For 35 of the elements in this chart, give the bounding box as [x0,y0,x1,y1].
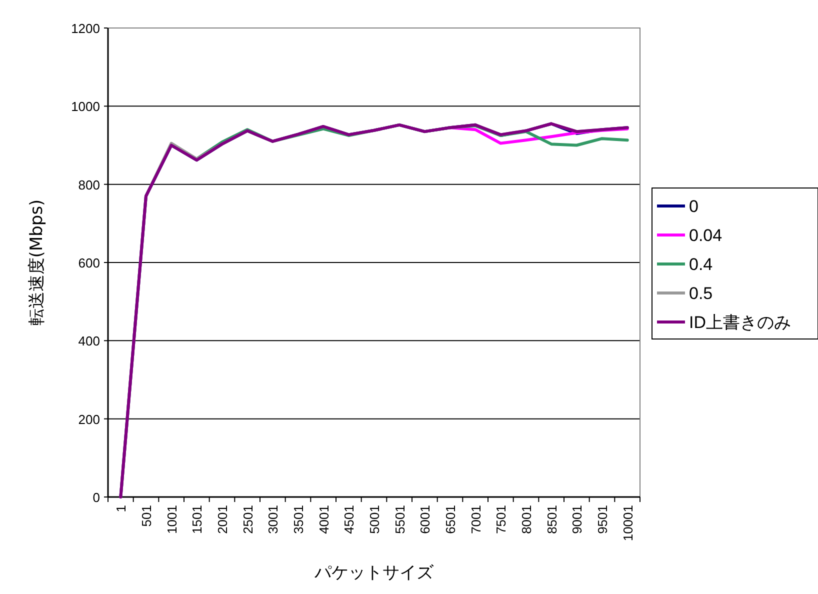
x-tick-label: 9501 [595,505,610,534]
x-tick-label: 10001 [620,505,636,542]
x-tick-label: 2501 [240,505,256,534]
x-tick-label: 6001 [418,505,433,534]
y-tick-label: 1200 [71,21,100,36]
x-tick-label: 4501 [342,505,357,534]
x-tick-label: 9001 [570,505,585,534]
legend-label: ID上書きのみ [689,313,791,332]
y-axis-title: 転送速度(Mbps) [27,199,47,326]
x-tick-label: 8501 [544,505,560,534]
x-tick-label: 2001 [215,505,230,534]
x-tick-label: 8001 [519,505,534,534]
x-tick-label: 4001 [316,505,332,534]
x-tick-label: 501 [139,505,154,527]
x-tick-label: 3501 [291,505,306,534]
x-tick-label: 1 [114,505,129,512]
x-tick-label: 6501 [443,505,458,534]
y-tick-label: 200 [78,412,100,427]
y-tick-label: 800 [78,177,100,192]
x-tick-label: 7501 [494,505,509,534]
x-tick-label: 1001 [164,505,180,534]
x-tick-label: 7001 [468,505,484,534]
y-tick-label: 1000 [71,99,100,114]
legend-label: 0 [689,197,698,216]
legend-label: 0.4 [689,255,713,274]
legend-label: 0.5 [689,284,713,303]
y-tick-label: 600 [78,256,100,270]
y-tick-label: 0 [92,490,100,505]
y-tick-label: 400 [78,334,100,349]
x-axis-title: パケットサイズ [314,563,434,583]
x-tick-label: 1501 [190,505,205,534]
x-tick-label: 5001 [367,505,382,534]
legend-label: 0.04 [689,226,722,245]
x-tick-label: 5501 [392,505,408,534]
x-tick-label: 3001 [266,505,281,534]
